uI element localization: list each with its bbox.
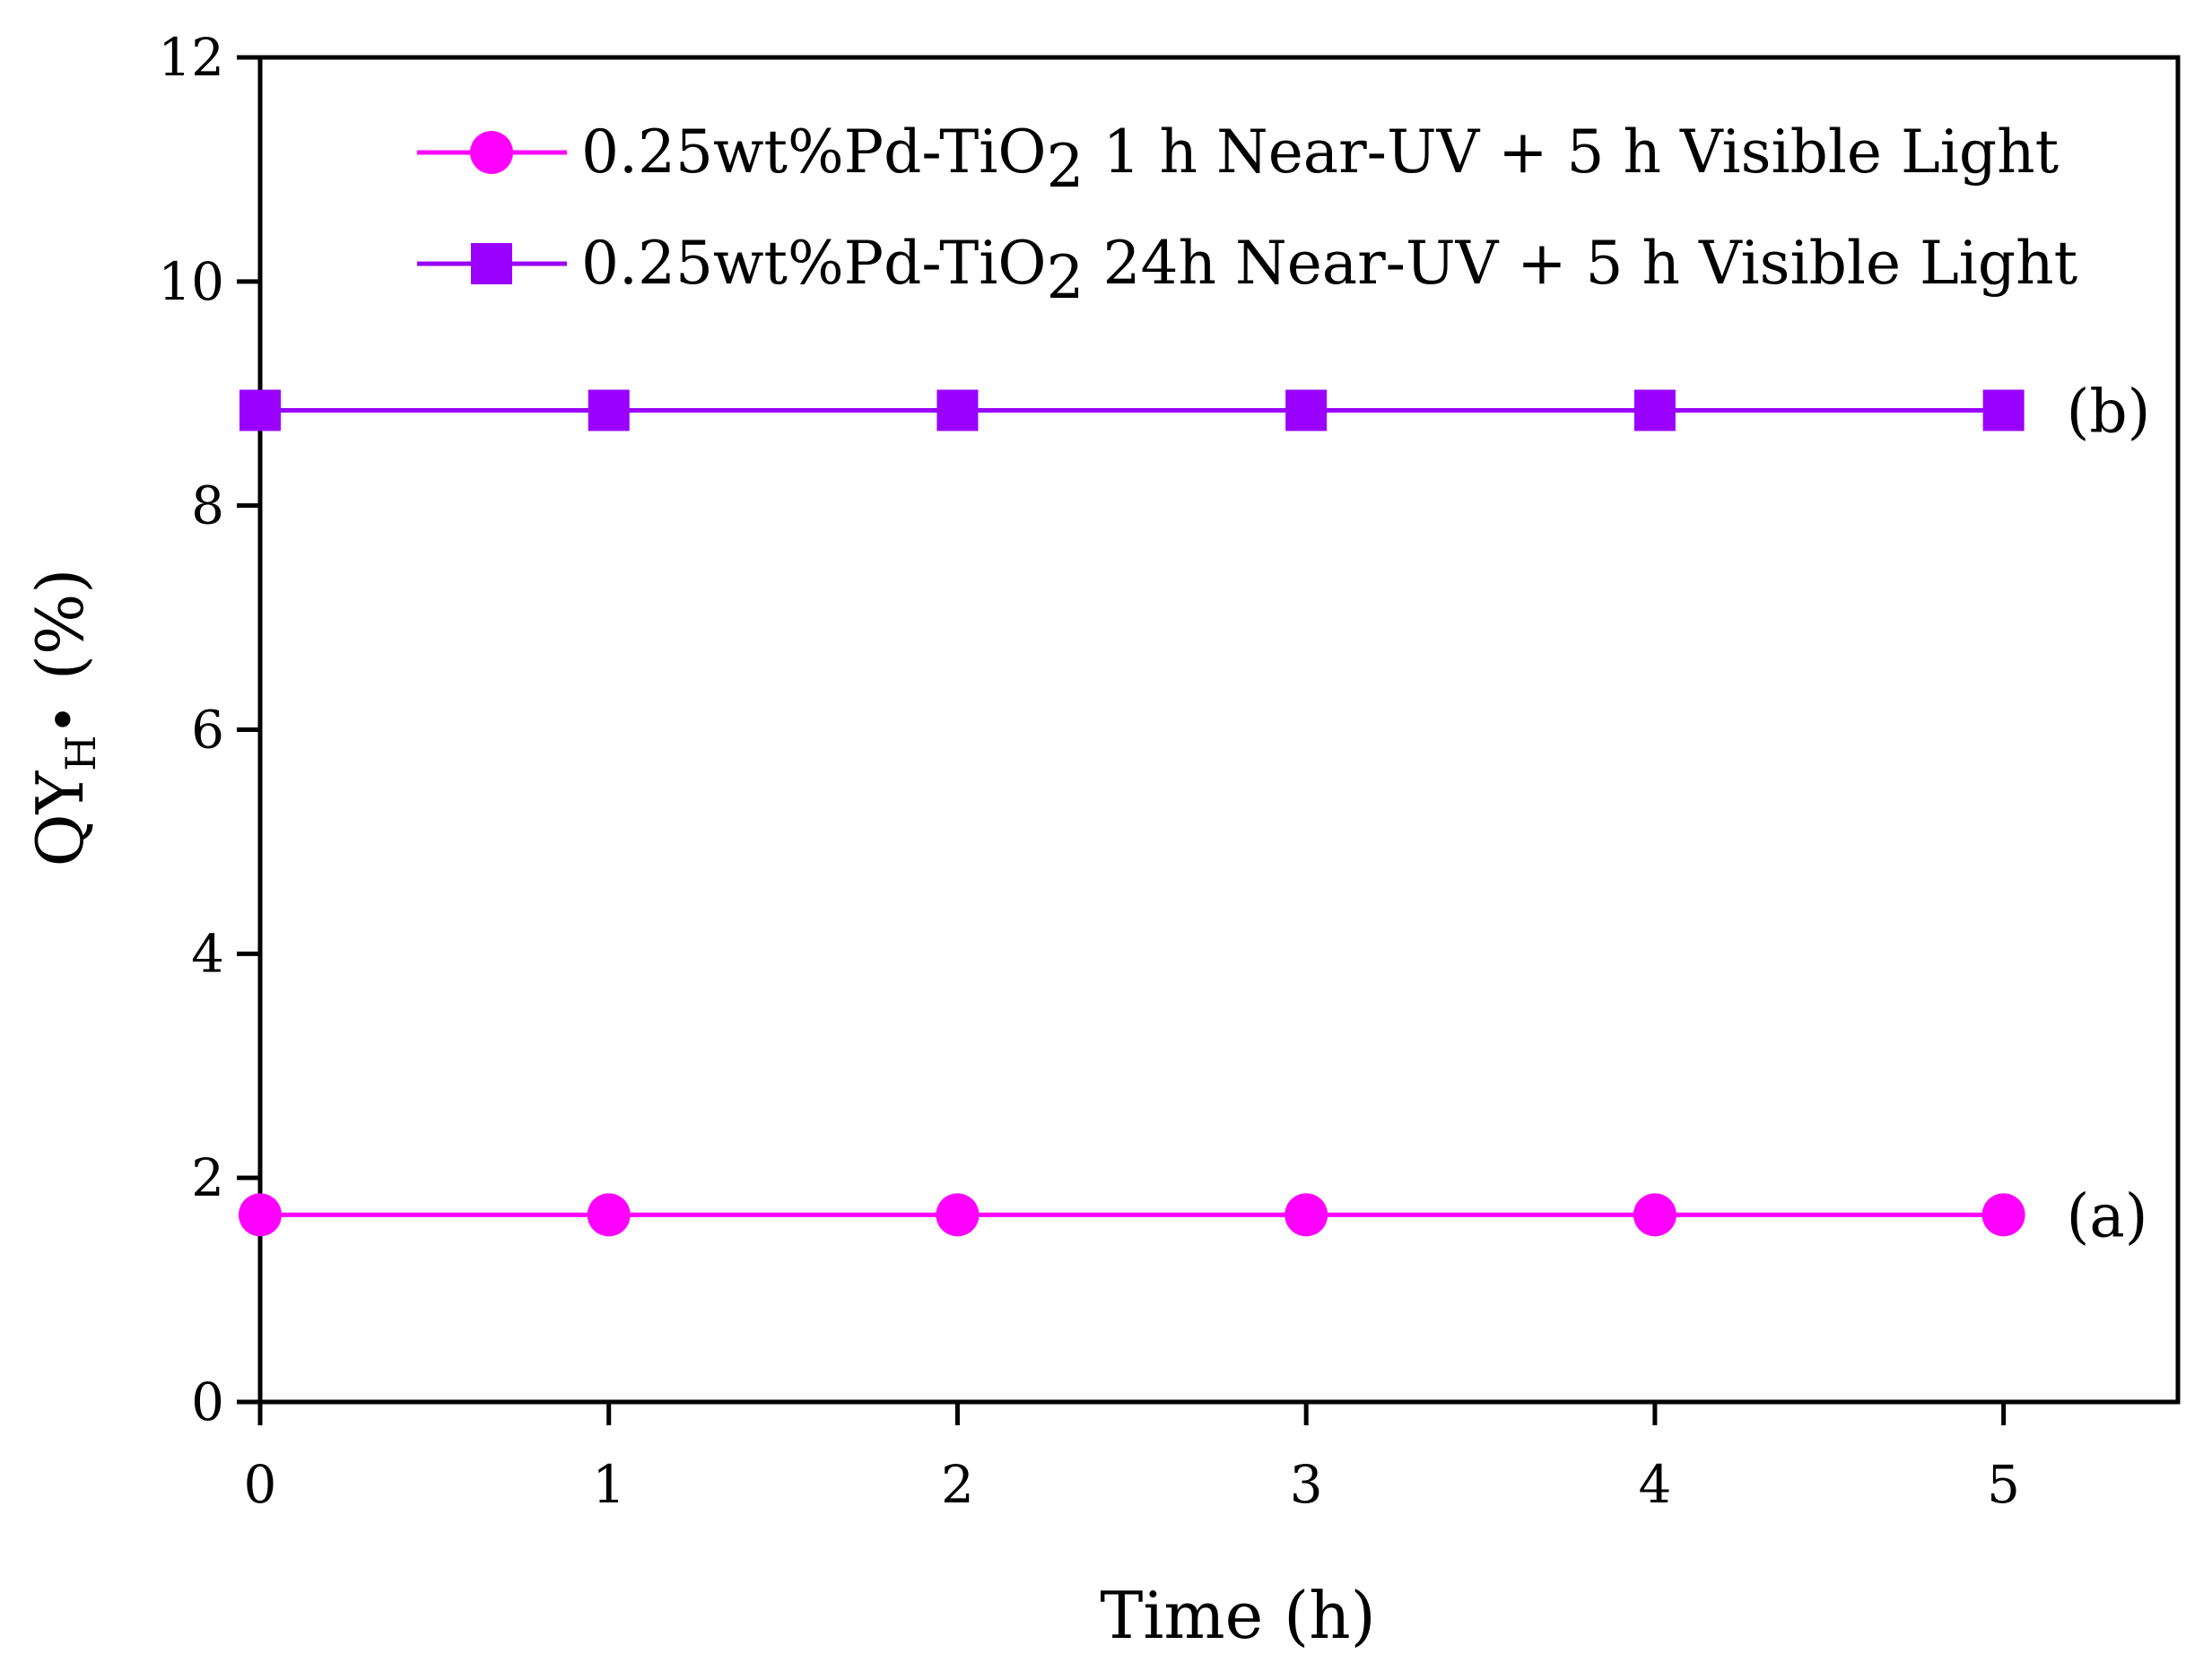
x-tick-label: 1 [592, 1454, 625, 1515]
series-tag: (a) [2067, 1181, 2148, 1250]
y-axis-title-subscript: H [57, 736, 105, 771]
legend-label: 0.25wt%Pd-TiO2 24h Near-UV + 5 h Visible… [581, 229, 2077, 312]
y-tick-label: 2 [191, 1147, 224, 1208]
data-point [239, 1193, 282, 1237]
data-point [1285, 389, 1328, 431]
y-tick-label: 12 [158, 27, 224, 88]
data-point [936, 1193, 980, 1237]
legend-marker [471, 243, 512, 284]
x-axis-title: Time (h) [1100, 1578, 1375, 1653]
data-point [1633, 389, 1676, 431]
y-axis-title: QYH• (%) [22, 569, 105, 867]
series-1: (a) [239, 1181, 2147, 1250]
y-tick-label: 0 [191, 1371, 224, 1432]
legend-item: 0.25wt%Pd-TiO2 1 h Near-UV + 5 h Visible… [417, 118, 2059, 201]
y-axis-title-marker: • [33, 703, 96, 735]
data-point [1981, 1193, 2025, 1237]
series-layer: (a) (b) [239, 377, 2150, 1250]
data-point [239, 389, 281, 431]
y-axis-title-main: QY [22, 770, 98, 866]
x-tick-label: 0 [244, 1454, 277, 1515]
x-tick-label: 3 [1290, 1454, 1323, 1515]
series-2: (b) [239, 377, 2150, 446]
data-point [1285, 1193, 1328, 1237]
data-point [1982, 389, 2025, 431]
x-axis-ticks: 0 1 2 3 4 5 [244, 1402, 2020, 1515]
y-tick-label: 4 [191, 923, 224, 984]
data-point [587, 1193, 631, 1237]
y-axis-title-unit: (%) [22, 569, 98, 681]
legend: 0.25wt%Pd-TiO2 1 h Near-UV + 5 h Visible… [417, 118, 2077, 312]
y-tick-label: 8 [191, 475, 224, 536]
x-tick-label: 5 [1987, 1454, 2020, 1515]
data-point [1633, 1193, 1676, 1237]
y-axis-ticks: 0 2 4 6 8 10 12 [158, 27, 260, 1432]
x-tick-label: 4 [1638, 1454, 1671, 1515]
data-point [936, 389, 979, 431]
legend-item: 0.25wt%Pd-TiO2 24h Near-UV + 5 h Visible… [417, 229, 2077, 312]
y-tick-label: 6 [191, 700, 224, 761]
x-tick-label: 2 [941, 1454, 974, 1515]
data-point [588, 389, 630, 431]
legend-label: 0.25wt%Pd-TiO2 1 h Near-UV + 5 h Visible… [581, 118, 2059, 201]
svg-text:QYH•(%): QYH• (%) [22, 569, 105, 867]
legend-marker [470, 131, 513, 174]
series-tag: (b) [2067, 377, 2151, 446]
y-tick-label: 10 [158, 251, 224, 312]
